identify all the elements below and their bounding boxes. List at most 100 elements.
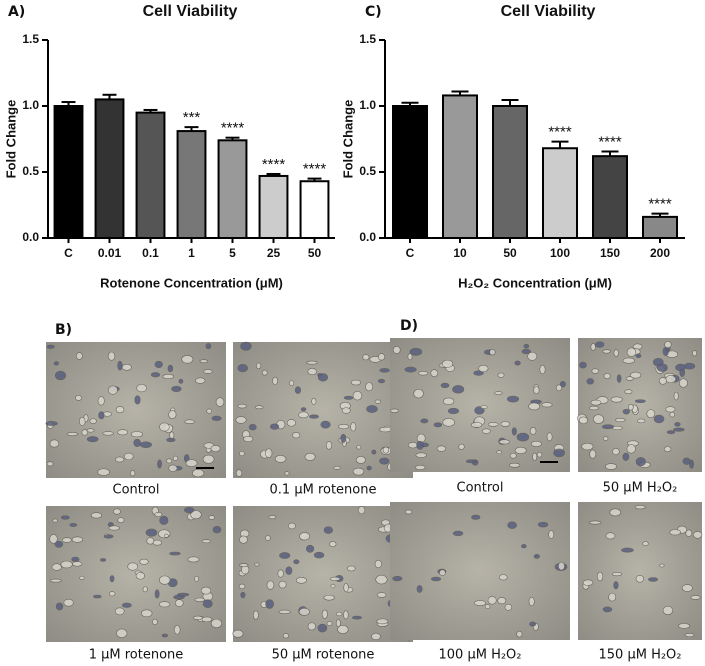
cell — [470, 422, 483, 428]
cell — [206, 408, 212, 414]
bar — [492, 105, 528, 239]
cell — [590, 343, 596, 351]
cell — [201, 539, 212, 544]
x-tick-label: 150 — [600, 246, 620, 260]
cell — [635, 457, 646, 467]
cell — [407, 353, 413, 361]
cell — [79, 416, 86, 426]
cell — [140, 609, 153, 618]
cell — [420, 418, 429, 424]
cell — [154, 512, 163, 517]
cell — [183, 507, 195, 514]
cell — [194, 597, 206, 602]
bar — [592, 155, 628, 239]
cell — [69, 523, 78, 527]
cell — [72, 561, 83, 567]
cell — [54, 370, 67, 381]
cell — [379, 368, 390, 373]
caption: Control — [113, 483, 160, 498]
cell — [629, 371, 642, 379]
cell — [238, 583, 246, 589]
cell — [548, 530, 555, 539]
cell — [365, 382, 374, 392]
cell — [187, 556, 200, 563]
y-tick-label: 0.0 — [359, 230, 376, 244]
cell — [478, 364, 489, 373]
caption: 1 μM rotenone — [89, 648, 184, 663]
cell — [603, 373, 611, 380]
cell — [376, 592, 387, 598]
y-axis-label: Fold Change — [340, 100, 355, 179]
cell — [666, 430, 676, 435]
cell — [635, 353, 642, 359]
micrograph — [578, 502, 702, 640]
cell — [507, 395, 520, 403]
cell — [243, 435, 254, 443]
cell — [304, 452, 316, 461]
cell — [130, 431, 143, 438]
cell — [86, 436, 99, 443]
cell — [272, 376, 278, 385]
cell — [239, 535, 248, 544]
cell — [589, 405, 599, 411]
cell — [51, 563, 62, 571]
cell — [162, 373, 175, 379]
cell — [615, 418, 626, 423]
cell — [683, 362, 696, 370]
cell — [533, 386, 540, 395]
cell — [313, 551, 325, 559]
cell — [107, 385, 118, 395]
cell — [447, 407, 459, 415]
x-tick-label: 25 — [267, 246, 281, 260]
cell — [507, 521, 517, 529]
cell — [202, 454, 215, 464]
caption: 100 μM H₂O₂ — [439, 648, 522, 663]
cell — [159, 515, 169, 525]
cell — [625, 376, 634, 381]
x-tick-label: 0.1 — [142, 246, 159, 260]
x-axis-label: H₂O₂ Concentration (μM) — [458, 275, 612, 290]
cell — [690, 595, 701, 600]
cell — [237, 364, 249, 373]
cell — [71, 536, 84, 543]
cell — [338, 424, 350, 430]
cell — [415, 452, 427, 458]
cell — [504, 603, 513, 611]
cell — [330, 576, 341, 581]
cell — [682, 457, 691, 465]
cell — [192, 468, 205, 478]
cell — [541, 402, 553, 408]
cell — [63, 598, 74, 607]
cell — [199, 359, 209, 363]
cell — [404, 509, 413, 515]
cell — [341, 407, 351, 414]
cell — [378, 378, 386, 384]
cell — [675, 363, 686, 372]
cell — [589, 449, 597, 459]
cell — [659, 563, 665, 568]
cell — [253, 610, 259, 620]
cell — [174, 599, 184, 607]
cell — [177, 592, 190, 597]
cell — [55, 602, 64, 611]
bar — [299, 180, 330, 240]
cell — [530, 440, 542, 447]
panel-label: C) — [365, 4, 382, 20]
cell — [392, 576, 403, 582]
cell — [500, 421, 511, 427]
cell — [362, 354, 370, 361]
cell — [590, 399, 602, 406]
panel-label: A) — [8, 4, 25, 20]
cell — [416, 440, 424, 450]
x-axis-label: Rotenone Concentration (μM) — [100, 275, 283, 290]
cell — [46, 344, 55, 349]
cell — [592, 414, 604, 424]
cell — [546, 432, 553, 442]
cell — [350, 422, 357, 432]
cell — [473, 370, 484, 376]
cell — [135, 572, 146, 580]
x-tick-label: 10 — [453, 246, 467, 260]
cell — [366, 405, 378, 413]
cell — [579, 361, 587, 369]
